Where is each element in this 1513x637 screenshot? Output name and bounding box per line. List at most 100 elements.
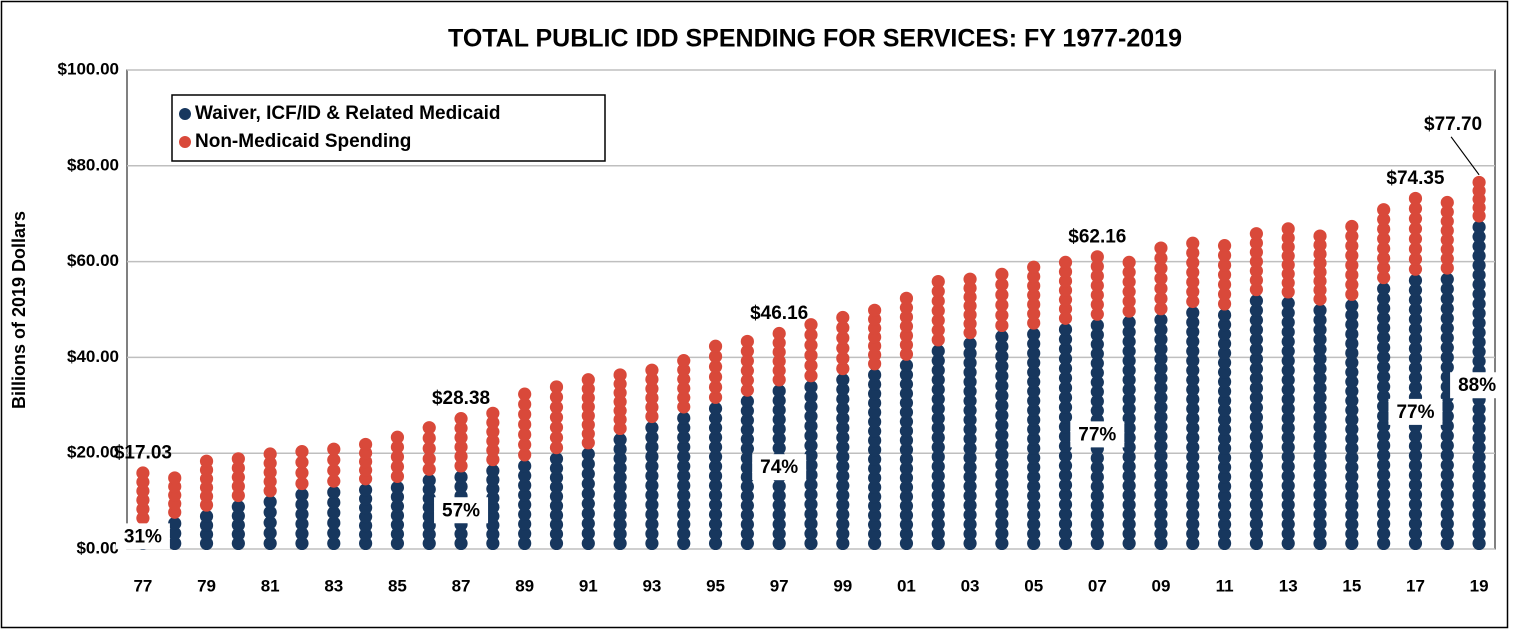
dot bbox=[804, 328, 818, 342]
dot bbox=[1377, 527, 1391, 541]
dot bbox=[995, 288, 1009, 302]
dot-column bbox=[740, 394, 754, 551]
dot bbox=[1377, 321, 1391, 335]
dot-column bbox=[1345, 219, 1359, 301]
dot bbox=[1186, 536, 1200, 551]
dot bbox=[740, 364, 754, 378]
dot-column bbox=[1313, 229, 1327, 306]
dot bbox=[518, 427, 532, 442]
dot-column bbox=[1313, 303, 1327, 551]
dot bbox=[1154, 497, 1168, 512]
dot bbox=[708, 450, 723, 464]
total-label: $46.16 bbox=[750, 303, 808, 324]
x-tick-label: 81 bbox=[261, 576, 280, 595]
dot bbox=[1408, 332, 1423, 346]
dot bbox=[613, 517, 627, 532]
dot bbox=[1281, 354, 1295, 368]
dot bbox=[740, 498, 754, 513]
x-tick-label: 89 bbox=[515, 576, 534, 595]
dot bbox=[1249, 459, 1263, 473]
dot bbox=[772, 508, 786, 522]
dot bbox=[1058, 507, 1073, 521]
dot bbox=[772, 498, 786, 512]
dot bbox=[772, 441, 786, 455]
y-tick-label: $20.00 bbox=[67, 443, 119, 462]
dot bbox=[327, 516, 341, 530]
x-tick-label: 07 bbox=[1088, 576, 1107, 595]
dot-column bbox=[899, 291, 914, 361]
dot bbox=[899, 328, 914, 343]
dot bbox=[295, 536, 309, 551]
dot bbox=[1027, 489, 1041, 503]
dot bbox=[1249, 410, 1263, 424]
dot bbox=[1122, 536, 1136, 551]
dot bbox=[963, 346, 977, 360]
dot bbox=[263, 456, 277, 470]
dot bbox=[390, 490, 405, 504]
dot bbox=[868, 433, 882, 448]
dot bbox=[1217, 527, 1232, 541]
dot bbox=[1313, 332, 1327, 347]
dot bbox=[740, 334, 754, 349]
dot bbox=[1217, 489, 1232, 503]
dot bbox=[645, 478, 659, 493]
dot bbox=[772, 432, 786, 446]
dot bbox=[1440, 448, 1454, 462]
dot bbox=[1217, 384, 1232, 398]
dot bbox=[518, 517, 532, 531]
dot bbox=[836, 351, 850, 365]
dot bbox=[518, 459, 532, 473]
dot bbox=[899, 386, 914, 401]
dot bbox=[1408, 478, 1423, 492]
dot bbox=[486, 425, 500, 439]
dot bbox=[1090, 337, 1104, 351]
dot bbox=[295, 466, 309, 480]
dot bbox=[1345, 258, 1359, 272]
dot bbox=[1058, 400, 1073, 414]
dot bbox=[963, 441, 977, 455]
x-tick-label: 95 bbox=[706, 576, 725, 595]
dot bbox=[1313, 429, 1327, 444]
dot bbox=[1440, 321, 1454, 335]
dot bbox=[1058, 429, 1073, 444]
dot bbox=[677, 469, 691, 483]
dot bbox=[708, 430, 723, 445]
dot bbox=[1027, 356, 1041, 370]
dot bbox=[708, 498, 723, 512]
dot bbox=[804, 527, 818, 541]
dot bbox=[1281, 431, 1295, 445]
dot bbox=[1281, 411, 1295, 426]
dot bbox=[1217, 517, 1232, 531]
dot-column bbox=[1377, 282, 1391, 551]
dot bbox=[645, 372, 659, 387]
dot bbox=[1217, 297, 1232, 311]
dot bbox=[390, 440, 405, 454]
dot bbox=[899, 301, 914, 315]
dot bbox=[1154, 352, 1168, 366]
dot bbox=[836, 517, 850, 531]
dot bbox=[549, 380, 564, 394]
dot bbox=[1377, 478, 1391, 492]
dot bbox=[804, 517, 818, 531]
dot bbox=[1186, 411, 1200, 426]
dot bbox=[1154, 251, 1168, 265]
dot bbox=[581, 507, 595, 521]
dot bbox=[486, 406, 500, 420]
dot bbox=[645, 507, 659, 522]
dot bbox=[995, 398, 1009, 413]
dot bbox=[295, 527, 309, 541]
dot bbox=[1027, 517, 1041, 531]
dot bbox=[1090, 404, 1104, 418]
dot bbox=[740, 536, 754, 551]
dot bbox=[772, 336, 786, 350]
dot bbox=[1186, 479, 1200, 493]
dot bbox=[1122, 373, 1136, 387]
dot bbox=[613, 499, 627, 513]
dot bbox=[231, 479, 245, 493]
dot bbox=[677, 421, 691, 435]
share-label: 74% bbox=[760, 457, 798, 478]
dot bbox=[1281, 440, 1295, 454]
dot bbox=[740, 344, 754, 358]
dot bbox=[1027, 479, 1041, 493]
